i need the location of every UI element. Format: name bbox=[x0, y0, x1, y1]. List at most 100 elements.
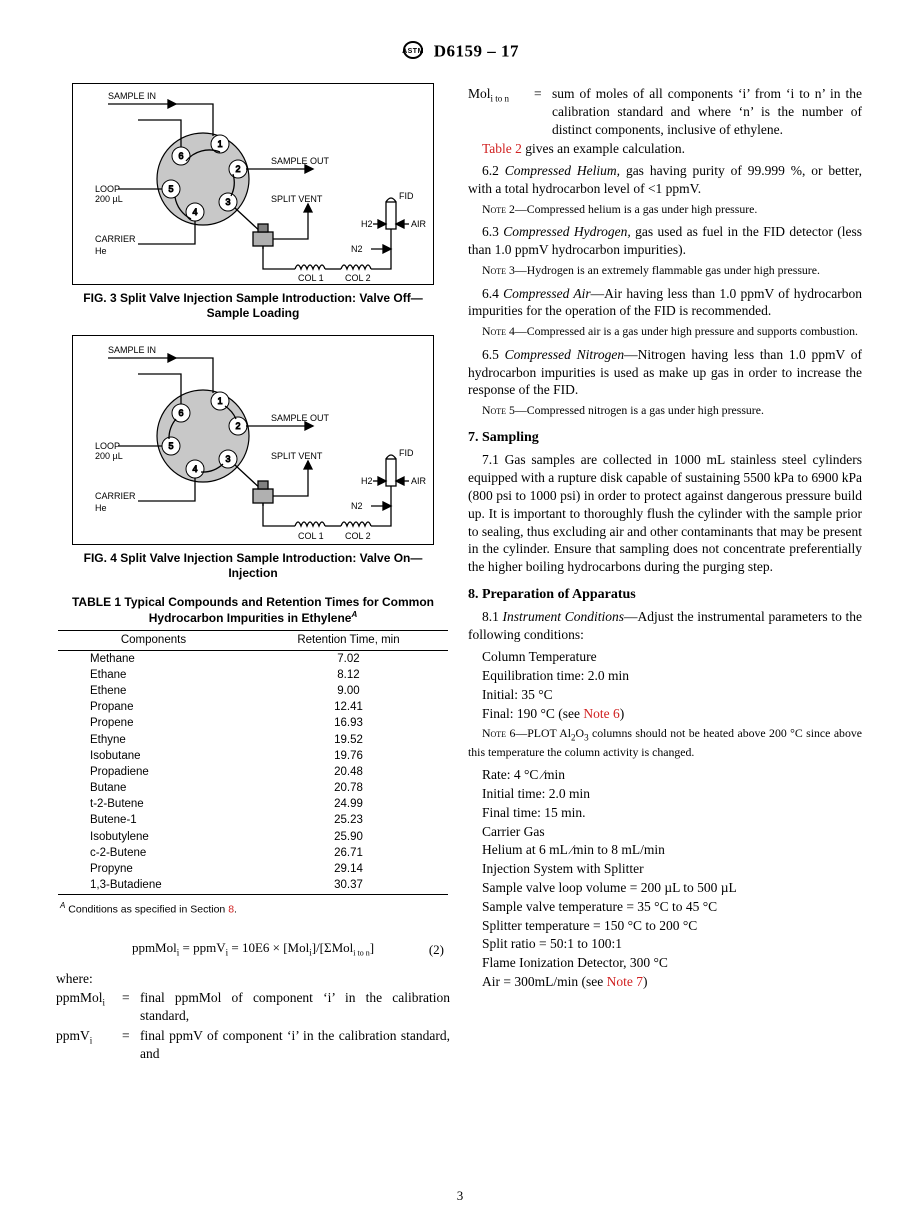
table-row: Propadiene20.48 bbox=[58, 764, 448, 780]
cond-equil: Equilibration time: 2.0 min bbox=[482, 667, 862, 685]
svg-text:He: He bbox=[95, 246, 107, 256]
cond-final: Final: 190 °C (see Note 6) bbox=[482, 705, 862, 723]
retention-cell: 29.14 bbox=[249, 861, 448, 877]
component-cell: 1,3-Butadiene bbox=[58, 878, 249, 895]
note-2: Note 2—Compressed helium is a gas under … bbox=[468, 202, 862, 218]
retention-cell: 9.00 bbox=[249, 684, 448, 700]
table-1-footnote: A Conditions as specified in Section 8. bbox=[60, 901, 450, 917]
cond-splitter-temp: Splitter temperature = 150 °C to 200 °C bbox=[482, 917, 862, 935]
note-3: Note 3—Hydrogen is an extremely flammabl… bbox=[468, 263, 862, 279]
figure-4: 1 2 3 4 5 6 bbox=[72, 335, 434, 545]
svg-text:FID: FID bbox=[399, 448, 414, 458]
designation-text: D6159 – 17 bbox=[434, 41, 519, 60]
svg-text:COL 1: COL 1 bbox=[298, 273, 324, 283]
svg-text:SAMPLE IN: SAMPLE IN bbox=[108, 345, 156, 355]
section-7-heading: 7. Sampling bbox=[468, 429, 862, 447]
def-ppmmol: ppmMoli = final ppmMol of component ‘i’ … bbox=[56, 989, 450, 1025]
cond-air: Air = 300mL/min (see Note 7) bbox=[482, 973, 862, 991]
cond-valve-temp: Sample valve temperature = 35 °C to 45 °… bbox=[482, 898, 862, 916]
para-6-4: 6.4 Compressed Air—Air having less than … bbox=[468, 285, 862, 321]
svg-text:COL 2: COL 2 bbox=[345, 531, 371, 541]
svg-text:LOOP: LOOP bbox=[95, 441, 120, 451]
svg-text:H2: H2 bbox=[361, 219, 373, 229]
svg-text:6: 6 bbox=[178, 151, 183, 161]
svg-text:SAMPLE IN: SAMPLE IN bbox=[108, 91, 156, 101]
retention-cell: 30.37 bbox=[249, 878, 448, 895]
table-row: Propyne29.14 bbox=[58, 861, 448, 877]
para-7-1: 7.1 Gas samples are collected in 1000 mL… bbox=[468, 451, 862, 576]
left-column: 1 2 3 4 5 6 bbox=[56, 83, 450, 1065]
cond-final-time: Final time: 15 min. bbox=[482, 804, 862, 822]
figure-4-svg: 1 2 3 4 5 6 bbox=[73, 336, 433, 544]
svg-text:He: He bbox=[95, 503, 107, 513]
cond-helium: Helium at 6 mL ⁄min to 8 mL/min bbox=[482, 841, 862, 859]
cond-injection: Injection System with Splitter bbox=[482, 860, 862, 878]
table-row: Propane12.41 bbox=[58, 700, 448, 716]
svg-text:5: 5 bbox=[168, 184, 173, 194]
retention-cell: 19.76 bbox=[249, 748, 448, 764]
col-header-components: Components bbox=[58, 631, 249, 651]
table2-ref-line: Table 2 gives an example calculation. bbox=[468, 140, 862, 158]
svg-text:CARRIER: CARRIER bbox=[95, 234, 136, 244]
svg-text:FID: FID bbox=[399, 191, 414, 201]
figure-3: 1 2 3 4 5 6 bbox=[72, 83, 434, 285]
note-6-link[interactable]: Note 6 bbox=[583, 706, 619, 721]
figure-3-caption: FIG. 3 Split Valve Injection Sample Intr… bbox=[63, 291, 443, 321]
svg-text:3: 3 bbox=[225, 454, 230, 464]
para-8-1: 8.1 Instrument Conditions—Adjust the ins… bbox=[468, 608, 862, 644]
component-cell: Ethane bbox=[58, 667, 249, 683]
table-row: Butane20.78 bbox=[58, 781, 448, 797]
note-7-link[interactable]: Note 7 bbox=[607, 974, 643, 989]
retention-cell: 8.12 bbox=[249, 667, 448, 683]
svg-text:COL 2: COL 2 bbox=[345, 273, 371, 283]
retention-cell: 12.41 bbox=[249, 700, 448, 716]
para-6-2: 6.2 Compressed Helium, gas having purity… bbox=[468, 162, 862, 198]
table-row: t-2-Butene24.99 bbox=[58, 797, 448, 813]
svg-text:AIR: AIR bbox=[411, 476, 427, 486]
svg-text:ASTM: ASTM bbox=[402, 48, 424, 55]
component-cell: t-2-Butene bbox=[58, 797, 249, 813]
table-row: Butene-125.23 bbox=[58, 813, 448, 829]
component-cell: Butene-1 bbox=[58, 813, 249, 829]
two-column-layout: 1 2 3 4 5 6 bbox=[56, 83, 864, 1065]
retention-cell: 19.52 bbox=[249, 732, 448, 748]
svg-text:H2: H2 bbox=[361, 476, 373, 486]
section-8-heading: 8. Preparation of Apparatus bbox=[468, 586, 862, 604]
svg-text:200 µL: 200 µL bbox=[95, 451, 123, 461]
cond-split-ratio: Split ratio = 50:1 to 100:1 bbox=[482, 935, 862, 953]
svg-text:4: 4 bbox=[192, 207, 197, 217]
table-row: c-2-Butene26.71 bbox=[58, 845, 448, 861]
where-label: where: bbox=[56, 970, 450, 988]
retention-cell: 7.02 bbox=[249, 651, 448, 668]
table-2-link[interactable]: Table 2 bbox=[482, 141, 522, 156]
component-cell: Isobutane bbox=[58, 748, 249, 764]
svg-text:5: 5 bbox=[168, 441, 173, 451]
table-header-row: Components Retention Time, min bbox=[58, 631, 448, 651]
svg-text:200 µL: 200 µL bbox=[95, 194, 123, 204]
table-1-title: TABLE 1 Typical Compounds and Retention … bbox=[56, 595, 450, 626]
cond-initial: Initial: 35 °C bbox=[482, 686, 862, 704]
retention-cell: 25.90 bbox=[249, 829, 448, 845]
svg-text:SPLIT VENT: SPLIT VENT bbox=[271, 451, 323, 461]
figure-4-caption: FIG. 4 Split Valve Injection Sample Intr… bbox=[63, 551, 443, 581]
svg-text:SAMPLE OUT: SAMPLE OUT bbox=[271, 413, 330, 423]
astm-logo-icon: ASTM bbox=[401, 40, 425, 65]
table-row: Ethane8.12 bbox=[58, 667, 448, 683]
table-row: Ethyne19.52 bbox=[58, 732, 448, 748]
svg-text:SAMPLE OUT: SAMPLE OUT bbox=[271, 156, 330, 166]
svg-text:SPLIT VENT: SPLIT VENT bbox=[271, 194, 323, 204]
component-cell: Propyne bbox=[58, 861, 249, 877]
svg-text:4: 4 bbox=[192, 464, 197, 474]
retention-cell: 26.71 bbox=[249, 845, 448, 861]
component-cell: Propane bbox=[58, 700, 249, 716]
svg-text:2: 2 bbox=[235, 164, 240, 174]
component-cell: c-2-Butene bbox=[58, 845, 249, 861]
component-cell: Isobutylene bbox=[58, 829, 249, 845]
component-cell: Ethyne bbox=[58, 732, 249, 748]
cond-loop-vol: Sample valve loop volume = 200 µL to 500… bbox=[482, 879, 862, 897]
retention-cell: 16.93 bbox=[249, 716, 448, 732]
svg-text:N2: N2 bbox=[351, 501, 363, 511]
component-cell: Propene bbox=[58, 716, 249, 732]
para-6-3: 6.3 Compressed Hydrogen, gas used as fue… bbox=[468, 223, 862, 259]
component-cell: Butane bbox=[58, 781, 249, 797]
